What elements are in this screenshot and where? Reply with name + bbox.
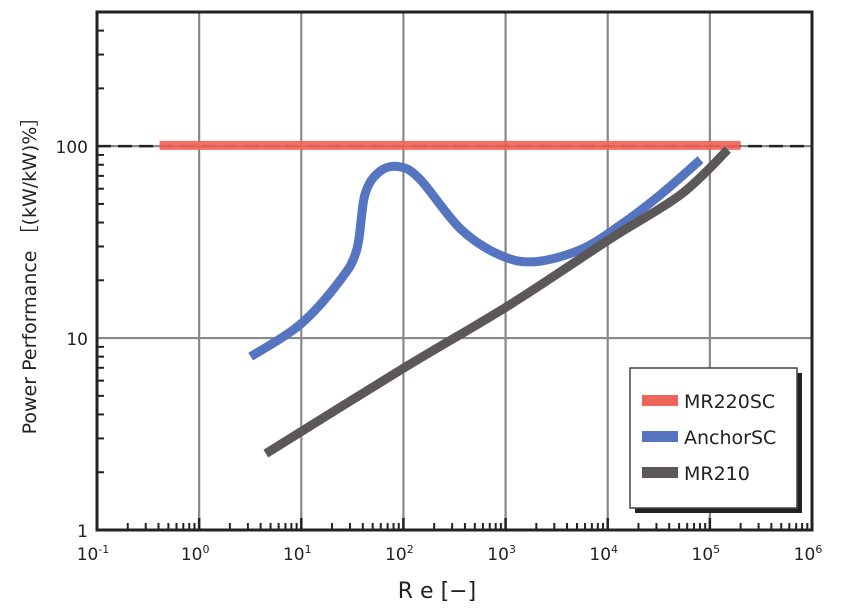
legend-label: AnchorSC [684, 427, 776, 449]
x-tick-label: 105 [692, 543, 721, 565]
x-tick-base: 10 [77, 545, 99, 565]
ticks [97, 11, 809, 530]
x-tick-exponent: 0 [202, 543, 209, 556]
y-axis-label: Power Performance ［(kW/kW)%］ [19, 108, 41, 435]
y-tick-label: 1 [77, 522, 88, 542]
x-tick-label: 100 [181, 543, 210, 565]
x-tick-base: 10 [794, 545, 816, 565]
x-tick-base: 10 [589, 545, 611, 565]
x-tick-exponent: 5 [713, 543, 720, 556]
legend-swatch-mr210 [642, 467, 678, 478]
x-tick-base: 10 [283, 545, 305, 565]
legend-label: MR220SC [684, 391, 775, 413]
legend-swatch-mr220sc [642, 395, 678, 406]
x-tick-exponent: 1 [305, 543, 312, 556]
legend: MR220SC AnchorSC MR210 [629, 367, 802, 513]
series-mr210 [263, 146, 731, 458]
plot-frame [95, 10, 814, 532]
x-tick-base: 10 [487, 545, 509, 565]
x-tick-base: 10 [692, 545, 714, 565]
x-tick-label: 101 [283, 543, 312, 565]
y-tick-label: 10 [66, 330, 88, 350]
x-tick-label: 104 [589, 543, 618, 565]
x-tick-exponent: 3 [509, 543, 516, 556]
x-tick-exponent: 4 [611, 543, 618, 556]
x-tick-base: 10 [385, 545, 407, 565]
x-tick-label: 106 [794, 543, 823, 565]
x-axis-label: R e [−] [398, 579, 476, 604]
x-tick-base: 10 [181, 545, 203, 565]
y-tick-labels: 1 10 100 [56, 138, 88, 542]
x-tick-label: 102 [385, 543, 414, 565]
x-tick-exponent: 6 [815, 543, 822, 556]
x-tick-exponent: 2 [407, 543, 414, 556]
y-tick-label: 100 [56, 138, 88, 158]
x-tick-exponent: -1 [98, 543, 109, 556]
legend-label: MR210 [684, 463, 750, 485]
x-tick-label: 10-1 [77, 543, 110, 565]
curves [159, 140, 741, 458]
series-anchorsc [248, 156, 704, 361]
x-tick-label: 103 [487, 543, 516, 565]
x-tick-labels: 10-1 100 101 102 103 104 105 106 [77, 543, 823, 565]
legend-swatch-anchorsc [642, 431, 678, 442]
